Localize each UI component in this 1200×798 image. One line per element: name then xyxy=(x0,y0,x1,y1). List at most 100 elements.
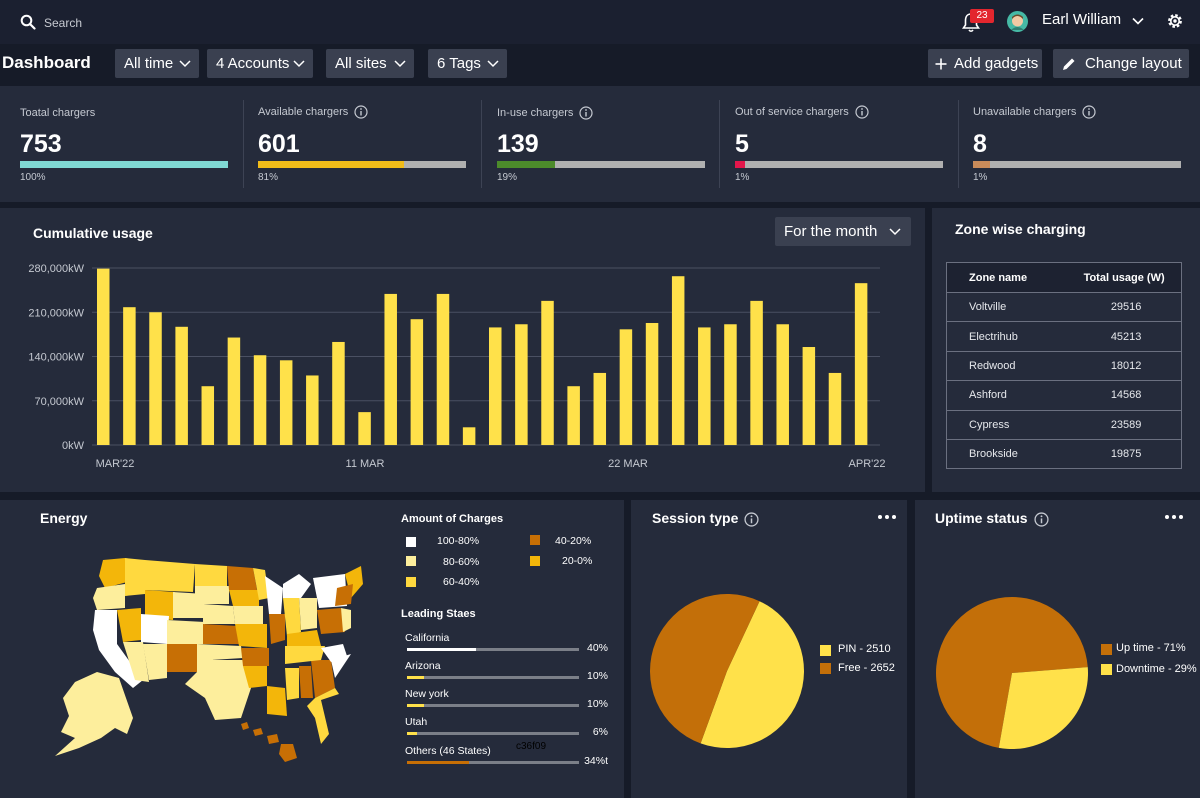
bar[interactable] xyxy=(593,372,607,445)
progress-fill xyxy=(258,161,404,168)
bar[interactable] xyxy=(227,337,241,445)
search-input[interactable] xyxy=(44,12,344,34)
avatar[interactable] xyxy=(1007,11,1028,32)
table-row[interactable]: Brookside 19875 xyxy=(946,438,1182,469)
notification-badge: 23 xyxy=(970,9,994,23)
uptime-title: Uptime status xyxy=(935,510,1049,527)
state-percent: 6% xyxy=(592,726,608,738)
bar[interactable] xyxy=(698,327,711,445)
period-dropdown[interactable]: For the month xyxy=(775,217,911,246)
bar[interactable] xyxy=(332,341,345,445)
filter-tags[interactable]: 6 Tags xyxy=(428,49,507,78)
bar[interactable] xyxy=(619,329,633,445)
table-header-row: Zone name Total usage (W) xyxy=(946,262,1182,293)
user-name[interactable]: Earl William xyxy=(1042,11,1122,28)
chevron-down-icon xyxy=(179,60,191,68)
bar[interactable] xyxy=(410,319,424,445)
uptime-pie xyxy=(936,597,1088,749)
filter-accounts[interactable]: 4 Accounts xyxy=(207,49,313,78)
bar[interactable] xyxy=(279,360,293,445)
gear-icon[interactable] xyxy=(1166,12,1184,30)
bar[interactable] xyxy=(724,324,737,445)
bar[interactable] xyxy=(358,412,371,445)
more-options-icon[interactable] xyxy=(877,514,897,520)
bar[interactable] xyxy=(97,268,110,445)
progress-bar xyxy=(20,161,228,168)
table-row[interactable]: Cypress 23589 xyxy=(946,409,1182,440)
chevron-down-icon xyxy=(889,228,901,236)
table-row[interactable]: Voltville 29516 xyxy=(946,291,1182,322)
more-options-icon[interactable] xyxy=(1164,514,1184,520)
zone-name: Redwood xyxy=(946,350,1056,381)
bar[interactable] xyxy=(828,372,842,445)
bar[interactable] xyxy=(384,293,397,445)
stat-label: Toatal chargers xyxy=(20,107,96,119)
info-icon[interactable] xyxy=(744,512,759,527)
stat-percent: 81% xyxy=(258,172,279,183)
bar[interactable] xyxy=(645,322,659,445)
y-tick-label: 280,000kW xyxy=(28,263,84,275)
bar[interactable] xyxy=(750,300,763,445)
filter-time[interactable]: All time xyxy=(115,49,199,78)
legend-swatch xyxy=(406,537,416,547)
chevron-down-icon[interactable] xyxy=(1131,14,1145,28)
bar[interactable] xyxy=(854,283,868,445)
info-icon[interactable] xyxy=(855,105,869,119)
pie-slice[interactable] xyxy=(936,597,1088,748)
zone-name: Ashford xyxy=(946,380,1056,411)
change-layout-button[interactable]: Change layout xyxy=(1053,49,1189,78)
bar[interactable] xyxy=(515,324,528,445)
state-name: New york xyxy=(405,688,449,700)
zone-name: Electrihub xyxy=(946,321,1056,352)
stat-label-text: Unavailable chargers xyxy=(973,105,1077,118)
info-icon[interactable] xyxy=(579,106,594,120)
legend-label: PIN - 2510 xyxy=(838,643,891,655)
add-gadgets-button[interactable]: Add gadgets xyxy=(928,49,1042,78)
info-icon[interactable] xyxy=(1034,512,1049,527)
bar[interactable] xyxy=(802,347,816,445)
period-dropdown-label: For the month xyxy=(784,223,878,240)
state-percent: 10% xyxy=(586,670,608,682)
bar[interactable] xyxy=(462,427,476,445)
zone-usage: 29516 xyxy=(1055,291,1182,322)
stat-label: In-use chargers xyxy=(497,106,594,120)
stat-value: 8 xyxy=(973,130,987,158)
pie-slice[interactable] xyxy=(700,601,804,748)
pie-slice[interactable] xyxy=(650,594,760,744)
bar[interactable] xyxy=(436,293,450,445)
us-map[interactable] xyxy=(45,548,365,763)
y-tick-label: 70,000kW xyxy=(34,396,84,408)
bar[interactable] xyxy=(201,386,215,445)
bar[interactable] xyxy=(671,276,685,445)
stat-in-use-chargers: In-use chargers 139 19% xyxy=(497,100,705,183)
info-icon[interactable] xyxy=(1082,105,1096,119)
progress-fill xyxy=(407,676,425,679)
pie-slice[interactable] xyxy=(998,667,1088,749)
table-row[interactable]: Ashford 14568 xyxy=(946,380,1182,411)
plus-icon xyxy=(935,58,947,70)
bar[interactable] xyxy=(306,375,319,445)
bar[interactable] xyxy=(776,324,789,445)
legend-label: Free - 2652 xyxy=(838,662,895,674)
table-row[interactable]: Electrihub 45213 xyxy=(946,321,1182,352)
stat-label-text: Out of service chargers xyxy=(735,105,849,118)
bar[interactable] xyxy=(149,312,162,445)
cumulative-usage-title: Cumulative usage xyxy=(33,225,153,241)
bar[interactable] xyxy=(489,327,502,445)
bar[interactable] xyxy=(567,386,580,445)
bar[interactable] xyxy=(253,355,267,445)
filter-sites[interactable]: All sites xyxy=(326,49,414,78)
zone-usage: 14568 xyxy=(1055,380,1182,411)
progress-fill xyxy=(497,161,556,168)
bar[interactable] xyxy=(175,326,188,445)
bar[interactable] xyxy=(541,300,554,445)
stat-percent: 1% xyxy=(735,172,750,183)
search-icon[interactable] xyxy=(20,14,36,30)
info-icon[interactable] xyxy=(354,105,368,119)
legend-swatch xyxy=(820,663,831,674)
table-row[interactable]: Redwood 18012 xyxy=(946,350,1182,381)
zone-name: Cypress xyxy=(946,409,1056,440)
stat-total-chargers: Toatal chargers 753 100% xyxy=(20,100,228,183)
bar[interactable] xyxy=(123,307,136,445)
stat-unavailable-chargers: Unavailable chargers 8 1% xyxy=(973,100,1181,183)
